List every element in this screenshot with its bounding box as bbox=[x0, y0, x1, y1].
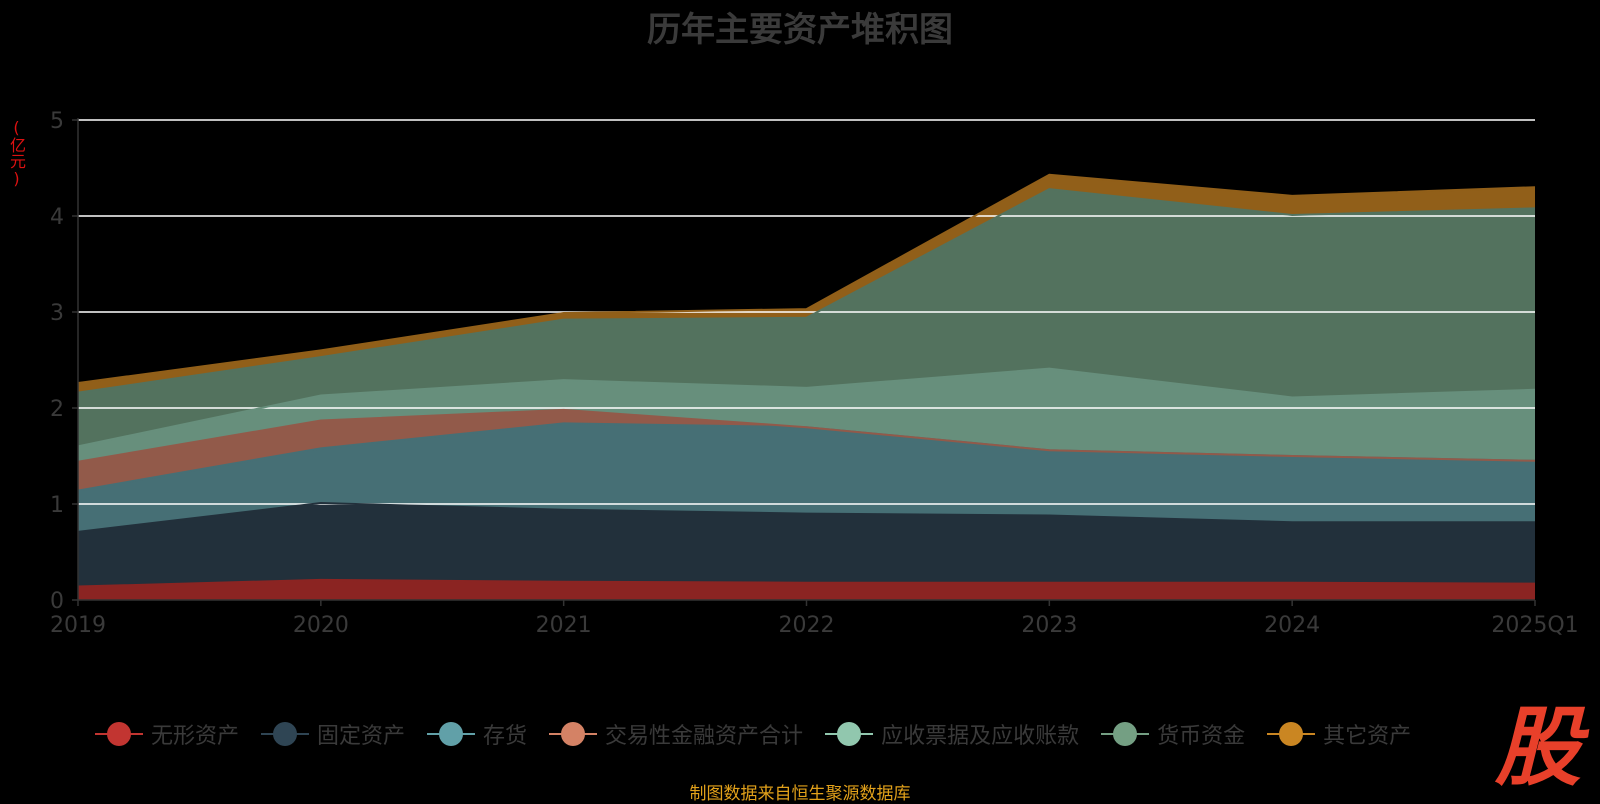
legend-label-4: 应收票据及应收账款 bbox=[881, 724, 1080, 749]
legend-item-0[interactable]: 无形资产 bbox=[95, 718, 239, 750]
series-line-4 bbox=[77, 367, 1536, 448]
legend-marker-6 bbox=[1267, 722, 1316, 746]
x-tick-label-0: 2019 bbox=[50, 613, 106, 638]
chart-title: 历年主要资产堆积图 bbox=[647, 10, 953, 50]
legend-label-2: 存货 bbox=[483, 724, 528, 749]
data-source-note: 制图数据来自恒生聚源数据库 bbox=[689, 784, 911, 804]
series-line-6 bbox=[77, 173, 1536, 385]
legend-item-3[interactable]: 交易性金融资产合计 bbox=[549, 718, 803, 750]
series-line-5 bbox=[77, 188, 1536, 394]
y-tick-label-1: 1 bbox=[50, 493, 64, 518]
legend-marker-3 bbox=[549, 722, 598, 746]
legend-marker-2 bbox=[427, 722, 476, 746]
y-tick-label-0: 0 bbox=[50, 589, 64, 614]
legend-item-6[interactable]: 其它资产 bbox=[1267, 718, 1411, 750]
legend-label-3: 交易性金融资产合计 bbox=[605, 724, 804, 749]
series-line-1 bbox=[77, 502, 1535, 533]
y-tick-label-4: 4 bbox=[50, 205, 64, 230]
legend-marker-5 bbox=[1101, 722, 1150, 746]
legend-marker-0 bbox=[95, 722, 143, 746]
legend-label-6: 其它资产 bbox=[1323, 724, 1412, 749]
x-tick-label-3: 2022 bbox=[779, 613, 835, 638]
series-line-0 bbox=[77, 578, 1536, 588]
series-area-1 bbox=[78, 503, 1535, 587]
legend-label-0: 无形资产 bbox=[151, 724, 240, 749]
y-tick-label-5: 5 bbox=[50, 109, 64, 134]
legend-item-5[interactable]: 货币资金 bbox=[1101, 718, 1245, 750]
legend-item-4[interactable]: 应收票据及应收账款 bbox=[825, 718, 1079, 750]
brand-logo: 股 bbox=[1495, 698, 1581, 798]
y-axis-unit: (亿元) bbox=[7, 118, 26, 188]
x-tick-label-2: 2021 bbox=[536, 613, 592, 638]
series-area-3 bbox=[78, 409, 1535, 491]
x-tick-label-1: 2020 bbox=[293, 613, 349, 638]
legend-marker-4 bbox=[825, 722, 874, 746]
chart-legend: 无形资产 固定资产 存货 交易性金融资产合计 应收票据及应收账款 货币资金 其它资产 bbox=[95, 718, 1433, 750]
y-tick-label-3: 3 bbox=[50, 301, 64, 326]
y-tick-label-2: 2 bbox=[50, 397, 64, 422]
series-area-0 bbox=[78, 579, 1535, 600]
legend-item-2[interactable]: 存货 bbox=[427, 718, 527, 750]
series-line-3 bbox=[77, 408, 1536, 463]
legend-marker-1 bbox=[261, 722, 310, 746]
series-area-4 bbox=[78, 368, 1535, 462]
legend-label-5: 货币资金 bbox=[1157, 724, 1246, 749]
x-tick-label-5: 2024 bbox=[1264, 613, 1320, 638]
x-tick-label-4: 2023 bbox=[1021, 613, 1077, 638]
x-tick-label-6: 2025Q1 bbox=[1491, 613, 1578, 638]
legend-item-1[interactable]: 固定资产 bbox=[261, 718, 405, 750]
legend-label-1: 固定资产 bbox=[317, 724, 406, 749]
